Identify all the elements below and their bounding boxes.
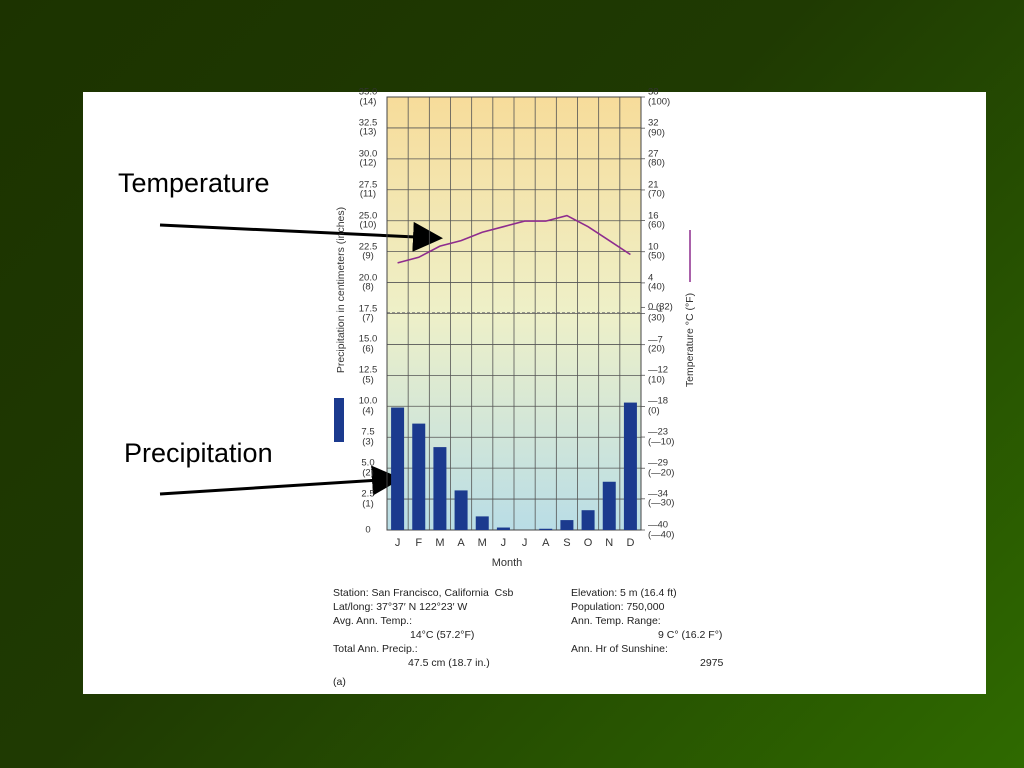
bar [433,447,447,530]
station-info: Avg. Ann. Temp.: [333,615,412,627]
y2-axis-label: Temperature °C (°F) [684,293,696,387]
station-info: Ann. Hr of Sunshine: [571,643,668,655]
y-tick-label: 7.5 (3) [361,426,375,448]
y-tick-label: 22.5 (9) [358,241,378,262]
y-tick-label: 15.0 (6) [358,333,378,355]
bar [475,516,489,530]
plot-frame [386,96,642,531]
x-tick-label: J [501,537,507,549]
y-tick-label: 25.0 (10) [358,210,378,231]
y2-tick-label: 32 (90) [648,117,665,139]
y2-tick-label: —18 (0) [648,395,669,417]
x-tick-label: J [395,537,401,549]
bar [623,402,637,530]
x-tick-label: D [626,537,634,549]
figure-label: (a) [333,676,346,688]
station-info: 14°C (57.2°F) [410,629,475,641]
y2-tick-label: 4 (40) [648,272,665,293]
y-tick-label: 5.0 (2) [361,457,375,479]
station-info: 47.5 cm (18.7 in.) [408,657,490,669]
y-tick-label: 32.5 (13) [358,117,378,138]
y-tick-label: 12.5 (5) [358,364,378,386]
temperature-line [397,214,631,264]
station-info: Lat/long: 37°37′ N 122°23′ W [333,601,468,613]
x-tick-label: J [522,537,528,549]
x-tick-label: A [457,537,465,549]
annotation: Precipitation [124,438,273,468]
arrow [159,465,402,496]
y-tick-label: 0 [365,524,371,536]
x-tick-label: M [435,537,444,549]
y2-tick-label: 10 (50) [648,241,665,262]
x-tick-label: F [415,537,422,549]
y-tick-label: 27.5 (11) [358,179,378,200]
y-tick-label: 10.0 (4) [358,395,378,417]
bar [602,481,616,530]
bar [454,490,468,530]
y2-tick-label: 21 (70) [648,179,665,200]
bar [581,510,595,530]
arrow [159,221,443,252]
y2-tick-label: —12 (10) [648,364,669,386]
y2-tick-label: —1 (30) [648,303,665,324]
x-tick-label: N [605,537,613,549]
bar [539,528,553,530]
x-tick-label: A [542,537,550,549]
y2-tick-label: 27 (80) [648,148,665,169]
y2-tick-label: 38 (100) [648,86,671,107]
legend-swatch [334,398,344,442]
y-tick-label: 35.0 (14) [358,86,378,107]
x-tick-label: S [563,537,570,549]
station-info: Ann. Temp. Range: [571,615,661,627]
station-info: Elevation: 5 m (16.4 ft) [571,587,677,599]
y-tick-label: 2.5 (1) [361,488,375,510]
x-axis-label: Month [492,557,523,569]
y2-tick-label: 16 (60) [648,210,665,231]
y2-tick-label: —23 (—10) [648,426,675,448]
bar [496,527,510,530]
bar [560,520,574,530]
x-tick-label: O [584,537,593,549]
y2-tick-label: —34 (—30) [648,488,675,509]
y-tick-label: 17.5 (7) [358,303,378,324]
y-tick-label: 20.0 (8) [358,272,378,293]
station-info: 9 C° (16.2 F°) [658,629,723,641]
y-axis-label: Precipitation in centimeters (inches) [335,207,347,373]
y2-tick-label: —40 (—40) [648,519,675,540]
bar [412,423,426,530]
y2-tick-label: —29 (—20) [648,457,675,479]
station-info: Population: 750,000 [571,601,665,613]
x-tick-label: M [478,537,487,549]
annotation: Temperature [118,168,270,198]
station-info: 2975 [700,657,724,669]
y2-tick-label: —7 (20) [648,334,665,355]
y-tick-label: 30.0 (12) [358,148,378,169]
bar [391,407,405,530]
y2-tick-label: 0 (32) [648,301,673,313]
station-info: Total Ann. Precip.: [333,643,418,655]
station-info: Station: San Francisco, California Csb [333,587,514,599]
